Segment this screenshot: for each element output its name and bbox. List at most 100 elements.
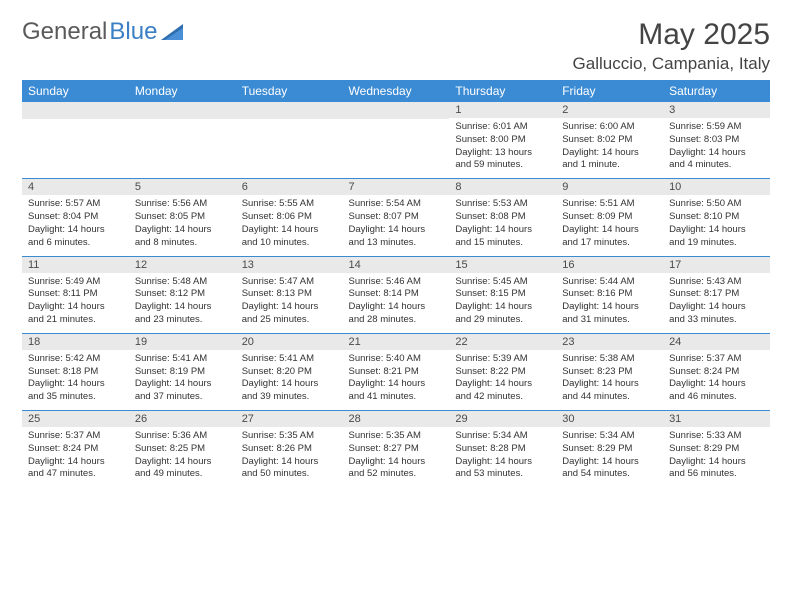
day-number xyxy=(129,102,236,119)
weekday-header: Thursday xyxy=(449,80,556,102)
day-details: Sunrise: 5:55 AMSunset: 8:06 PMDaylight:… xyxy=(236,195,343,255)
calendar-week-row: 11Sunrise: 5:49 AMSunset: 8:11 PMDayligh… xyxy=(22,256,770,333)
calendar-day-cell: 30Sunrise: 5:34 AMSunset: 8:29 PMDayligh… xyxy=(556,411,663,488)
day-number: 5 xyxy=(129,179,236,195)
day-number: 23 xyxy=(556,334,663,350)
calendar-day-cell: 26Sunrise: 5:36 AMSunset: 8:25 PMDayligh… xyxy=(129,411,236,488)
calendar-day-cell: 4Sunrise: 5:57 AMSunset: 8:04 PMDaylight… xyxy=(22,179,129,256)
logo-text-gray: General xyxy=(22,18,107,46)
day-details: Sunrise: 5:38 AMSunset: 8:23 PMDaylight:… xyxy=(556,350,663,410)
sunrise-text: Sunrise: 5:57 AM xyxy=(28,198,123,211)
calendar-day-cell: 28Sunrise: 5:35 AMSunset: 8:27 PMDayligh… xyxy=(343,411,450,488)
sunset-text: Sunset: 8:18 PM xyxy=(28,366,123,379)
sunset-text: Sunset: 8:23 PM xyxy=(562,366,657,379)
calendar-day-cell: 7Sunrise: 5:54 AMSunset: 8:07 PMDaylight… xyxy=(343,179,450,256)
daylight-text: Daylight: 14 hours and 25 minutes. xyxy=(242,301,337,327)
daylight-text: Daylight: 14 hours and 31 minutes. xyxy=(562,301,657,327)
calendar-day-cell: 6Sunrise: 5:55 AMSunset: 8:06 PMDaylight… xyxy=(236,179,343,256)
sunset-text: Sunset: 8:00 PM xyxy=(455,134,550,147)
sunrise-text: Sunrise: 5:42 AM xyxy=(28,353,123,366)
logo: GeneralBlue xyxy=(22,18,187,46)
daylight-text: Daylight: 14 hours and 1 minute. xyxy=(562,147,657,173)
daylight-text: Daylight: 14 hours and 41 minutes. xyxy=(349,378,444,404)
day-number: 9 xyxy=(556,179,663,195)
sunrise-text: Sunrise: 5:34 AM xyxy=(562,430,657,443)
sunrise-text: Sunrise: 5:37 AM xyxy=(28,430,123,443)
sunset-text: Sunset: 8:02 PM xyxy=(562,134,657,147)
calendar-day-cell: 21Sunrise: 5:40 AMSunset: 8:21 PMDayligh… xyxy=(343,333,450,410)
day-number: 15 xyxy=(449,257,556,273)
day-details xyxy=(343,119,450,167)
sunrise-text: Sunrise: 5:47 AM xyxy=(242,276,337,289)
calendar-page: GeneralBlue May 2025 Galluccio, Campania… xyxy=(0,0,792,505)
day-details: Sunrise: 5:51 AMSunset: 8:09 PMDaylight:… xyxy=(556,195,663,255)
sunset-text: Sunset: 8:21 PM xyxy=(349,366,444,379)
day-number: 17 xyxy=(663,257,770,273)
daylight-text: Daylight: 14 hours and 39 minutes. xyxy=(242,378,337,404)
sunrise-text: Sunrise: 5:48 AM xyxy=(135,276,230,289)
day-number: 1 xyxy=(449,102,556,118)
sunrise-text: Sunrise: 5:54 AM xyxy=(349,198,444,211)
sunrise-text: Sunrise: 5:41 AM xyxy=(242,353,337,366)
day-details: Sunrise: 5:49 AMSunset: 8:11 PMDaylight:… xyxy=(22,273,129,333)
calendar-day-cell: 23Sunrise: 5:38 AMSunset: 8:23 PMDayligh… xyxy=(556,333,663,410)
calendar-week-row: 1 Sunrise: 6:01 AMSunset: 8:00 PM Daylight… xyxy=(22,102,770,179)
day-details: Sunrise: 5:36 AMSunset: 8:25 PMDaylight:… xyxy=(129,427,236,487)
sunrise-text: Sunrise: 5:53 AM xyxy=(455,198,550,211)
sunrise-text: Sunrise: 5:38 AM xyxy=(562,353,657,366)
sunset-text: Sunset: 8:10 PM xyxy=(669,211,764,224)
calendar-day-cell: 13Sunrise: 5:47 AMSunset: 8:13 PMDayligh… xyxy=(236,256,343,333)
calendar-day-cell: 19Sunrise: 5:41 AMSunset: 8:19 PMDayligh… xyxy=(129,333,236,410)
day-number: 14 xyxy=(343,257,450,273)
calendar-week-row: 18Sunrise: 5:42 AMSunset: 8:18 PMDayligh… xyxy=(22,333,770,410)
daylight-text: Daylight: 14 hours and 46 minutes. xyxy=(669,378,764,404)
sunset-text: Sunset: 8:14 PM xyxy=(349,288,444,301)
daylight-text: Daylight: 14 hours and 4 minutes. xyxy=(669,147,764,173)
day-details: Sunrise: 5:37 AMSunset: 8:24 PMDaylight:… xyxy=(22,427,129,487)
day-number: 19 xyxy=(129,334,236,350)
day-details: Sunrise: 5:37 AMSunset: 8:24 PMDaylight:… xyxy=(663,350,770,410)
calendar-day-cell: 9Sunrise: 5:51 AMSunset: 8:09 PMDaylight… xyxy=(556,179,663,256)
location: Galluccio, Campania, Italy xyxy=(573,54,770,74)
daylight-text: Daylight: 14 hours and 10 minutes. xyxy=(242,224,337,250)
day-number: 8 xyxy=(449,179,556,195)
day-number xyxy=(236,102,343,119)
calendar-week-row: 25Sunrise: 5:37 AMSunset: 8:24 PMDayligh… xyxy=(22,411,770,488)
day-details: Sunrise: 5:42 AMSunset: 8:18 PMDaylight:… xyxy=(22,350,129,410)
day-details: Sunrise: 5:43 AMSunset: 8:17 PMDaylight:… xyxy=(663,273,770,333)
sunset-text: Sunset: 8:19 PM xyxy=(135,366,230,379)
daylight-text: Daylight: 14 hours and 23 minutes. xyxy=(135,301,230,327)
sunset-text: Sunset: 8:24 PM xyxy=(28,443,123,456)
daylight-text: Daylight: 14 hours and 53 minutes. xyxy=(455,456,550,482)
sunset-text: Sunset: 8:25 PM xyxy=(135,443,230,456)
daylight-text: Daylight: 14 hours and 13 minutes. xyxy=(349,224,444,250)
calendar-day-cell xyxy=(236,102,343,179)
weekday-header: Saturday xyxy=(663,80,770,102)
daylight-text: Daylight: 14 hours and 35 minutes. xyxy=(28,378,123,404)
day-details: Sunrise: 5:47 AMSunset: 8:13 PMDaylight:… xyxy=(236,273,343,333)
sunset-text: Sunset: 8:17 PM xyxy=(669,288,764,301)
sunset-text: Sunset: 8:29 PM xyxy=(562,443,657,456)
day-details: Sunrise: 5:48 AMSunset: 8:12 PMDaylight:… xyxy=(129,273,236,333)
daylight-text: Daylight: 14 hours and 6 minutes. xyxy=(28,224,123,250)
sunrise-text: Sunrise: 5:37 AM xyxy=(669,353,764,366)
day-number: 28 xyxy=(343,411,450,427)
sunrise-text: Sunrise: 5:39 AM xyxy=(455,353,550,366)
day-number: 20 xyxy=(236,334,343,350)
sunrise-text: Sunrise: 6:00 AM xyxy=(562,121,657,134)
daylight-text: Daylight: 14 hours and 47 minutes. xyxy=(28,456,123,482)
sunrise-text: Sunrise: 5:46 AM xyxy=(349,276,444,289)
day-number: 7 xyxy=(343,179,450,195)
calendar-day-cell xyxy=(129,102,236,179)
day-details xyxy=(236,119,343,167)
calendar-day-cell: 16Sunrise: 5:44 AMSunset: 8:16 PMDayligh… xyxy=(556,256,663,333)
sunrise-text: Sunrise: 5:45 AM xyxy=(455,276,550,289)
sunrise-text: Sunrise: 5:40 AM xyxy=(349,353,444,366)
sunrise-text: Sunrise: 5:50 AM xyxy=(669,198,764,211)
month-title: May 2025 xyxy=(573,18,770,52)
calendar-day-cell: 27Sunrise: 5:35 AMSunset: 8:26 PMDayligh… xyxy=(236,411,343,488)
daylight-text: Daylight: 14 hours and 52 minutes. xyxy=(349,456,444,482)
sunset-text: Sunset: 8:22 PM xyxy=(455,366,550,379)
sunrise-text: Sunrise: 6:01 AM xyxy=(455,121,550,134)
sunrise-text: Sunrise: 5:36 AM xyxy=(135,430,230,443)
